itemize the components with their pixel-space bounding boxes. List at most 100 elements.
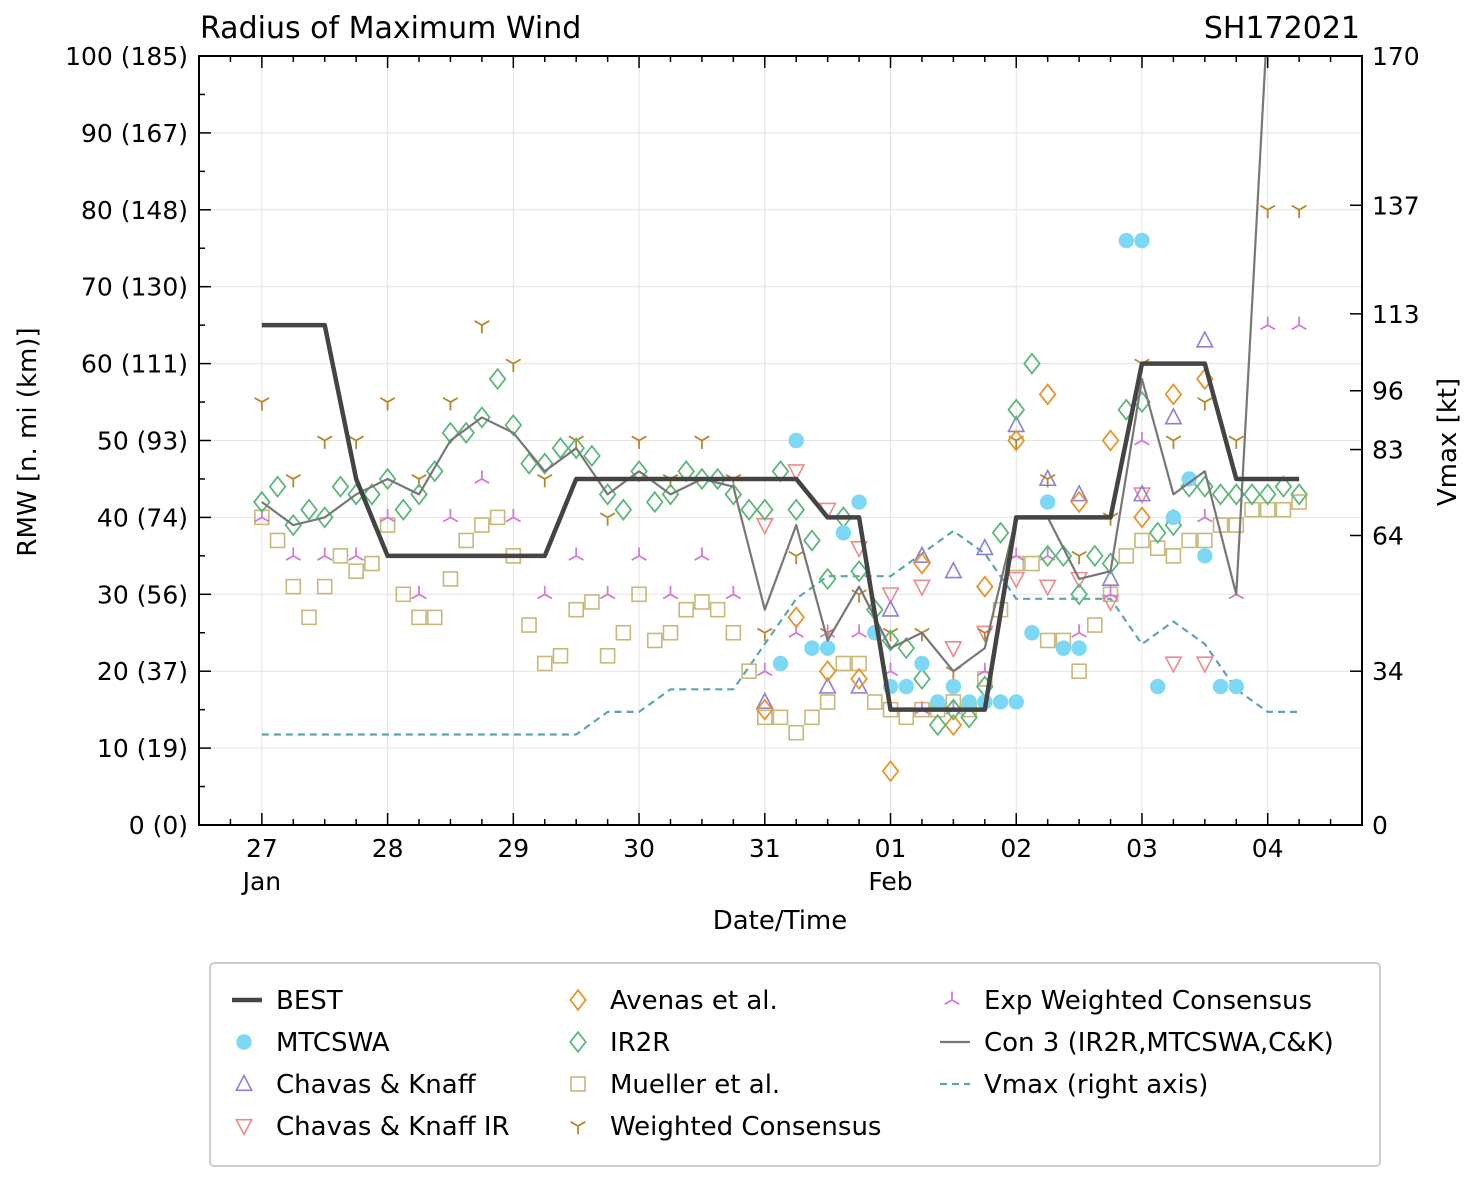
- point-mueller-et-al: [301, 609, 317, 626]
- point-mueller-et-al: [1197, 532, 1213, 549]
- point-mueller-et-al: [866, 694, 883, 710]
- point-avenas-et-al: [975, 575, 994, 598]
- point-chavas-knaff-ir: [1195, 656, 1214, 674]
- point-mueller-et-al: [1275, 501, 1292, 518]
- point-avenas-et-al: [1007, 429, 1026, 452]
- point-mueller-et-al: [426, 609, 443, 626]
- point-chavas-knaff: [1101, 568, 1120, 587]
- point-ir2r: [520, 452, 538, 475]
- legend-label: IR2R: [610, 1028, 670, 1058]
- legend-swatch: [569, 1030, 587, 1054]
- point-ir2r: [944, 698, 963, 721]
- point-mueller-et-al: [835, 655, 852, 672]
- point-ir2r: [473, 406, 491, 429]
- point-chavas-knaff: [818, 676, 837, 694]
- point-chavas-knaff: [755, 691, 774, 710]
- point-chavas-knaff: [1164, 407, 1183, 425]
- point-ir2r: [803, 529, 821, 552]
- point-mtcswa: [1149, 678, 1166, 695]
- legend-item-chavas-knaff: Chavas & Knaff: [234, 1070, 477, 1100]
- point-weighted-consensus: [757, 627, 773, 642]
- point-ir2r: [1023, 352, 1041, 375]
- point-mueller-et-al: [395, 586, 412, 603]
- point-mtcswa: [819, 640, 836, 656]
- point-mueller-et-al: [411, 609, 427, 626]
- point-ir2r: [567, 436, 586, 460]
- point-mtcswa: [1165, 509, 1182, 526]
- point-mueller-et-al: [1291, 494, 1307, 510]
- legend: BEST MTCSWA Chavas & Knaff Chavas & Knaff I…: [209, 962, 1381, 1167]
- legend-label: BEST: [276, 986, 343, 1016]
- point-weighted-consensus: [694, 435, 710, 449]
- point-chavas-knaff-ir: [944, 641, 963, 659]
- point-weighted-consensus: [348, 435, 364, 449]
- point-ir2r: [1007, 398, 1026, 421]
- legend-item-mueller-et-al: Mueller et al.: [570, 1070, 780, 1100]
- point-ir2r: [1274, 475, 1293, 498]
- point-ir2r: [1054, 544, 1073, 568]
- y-tick-label-left: 30 (56): [97, 580, 188, 609]
- point-mtcswa: [1039, 494, 1056, 510]
- point-chavas-knaff-ir: [912, 579, 931, 597]
- point-mueller-et-al: [788, 724, 805, 741]
- point-ir2r: [1085, 544, 1104, 568]
- y-tick-label-right: 113: [1372, 300, 1420, 329]
- point-exp-weighted-consensus: [725, 585, 742, 600]
- legend-label: Chavas & Knaff: [276, 1070, 477, 1100]
- point-ir2r: [551, 436, 570, 460]
- legend-item-vmax-right-axis: Vmax (right axis): [940, 1070, 1208, 1100]
- chart-title: Radius of Maximum Wind: [200, 11, 581, 46]
- point-mueller-et-al: [1118, 548, 1135, 564]
- point-mueller-et-al: [521, 617, 537, 633]
- legend-swatch: [234, 1118, 254, 1137]
- legend-swatch: [236, 1034, 252, 1050]
- point-avenas-et-al: [1070, 490, 1088, 514]
- point-avenas-et-al: [1038, 383, 1057, 406]
- point-weighted-consensus: [945, 666, 962, 680]
- point-weighted-consensus: [1259, 204, 1276, 219]
- point-exp-weighted-consensus: [1259, 316, 1276, 331]
- point-mtcswa: [929, 694, 946, 710]
- point-ir2r: [535, 452, 554, 475]
- point-exp-weighted-consensus: [662, 585, 679, 600]
- series-vmax-right-axis: [261, 529, 1300, 736]
- point-chavas-knaff: [912, 545, 931, 563]
- series-chavas-knaff-ir: [755, 464, 1214, 674]
- point-ir2r: [724, 483, 743, 506]
- point-exp-weighted-consensus: [851, 624, 867, 638]
- point-ir2r: [457, 421, 476, 445]
- point-chavas-knaff: [975, 538, 994, 556]
- point-ir2r: [818, 567, 837, 591]
- point-ir2r: [960, 706, 978, 729]
- point-mtcswa: [1008, 694, 1024, 710]
- point-ir2r: [1195, 475, 1214, 498]
- series-exp-weighted-consensus: [254, 316, 1307, 715]
- point-mueller-et-al: [568, 601, 584, 618]
- point-ir2r: [708, 467, 727, 491]
- x-tick-sublabel: Jan: [241, 867, 282, 896]
- point-mueller-et-al: [1228, 517, 1245, 533]
- legend-label: Vmax (right axis): [984, 1070, 1208, 1100]
- y-tick-label-right: 0: [1372, 811, 1388, 840]
- point-exp-weighted-consensus: [631, 547, 647, 561]
- y-axis-label-left: RMW [n. mi (km)]: [13, 327, 43, 556]
- y-tick-label-right: 137: [1372, 191, 1420, 220]
- point-exp-weighted-consensus: [1197, 509, 1213, 523]
- point-exp-weighted-consensus: [474, 470, 490, 484]
- point-ir2r: [850, 559, 868, 583]
- point-weighted-consensus: [1197, 397, 1213, 411]
- legend-item-avenas-et-al: Avenas et al.: [569, 986, 778, 1016]
- point-chavas-knaff: [1195, 330, 1214, 348]
- legend-item-weighted-consensus: Weighted Consensus: [570, 1112, 881, 1142]
- point-ir2r: [740, 498, 758, 521]
- point-chavas-knaff: [1132, 484, 1151, 502]
- axes: 27 Jan 28 29 30 31 01 Feb 02 03 04 0 (0) 10 (19) 20 (…: [65, 42, 1420, 896]
- x-tick-label: 03: [1126, 834, 1158, 863]
- point-weighted-consensus: [474, 320, 490, 334]
- point-avenas-et-al: [850, 667, 868, 691]
- point-mueller-et-al: [1134, 532, 1150, 549]
- point-weighted-consensus: [442, 397, 459, 411]
- point-mueller-et-al: [1087, 617, 1103, 633]
- point-weighted-consensus: [599, 512, 616, 526]
